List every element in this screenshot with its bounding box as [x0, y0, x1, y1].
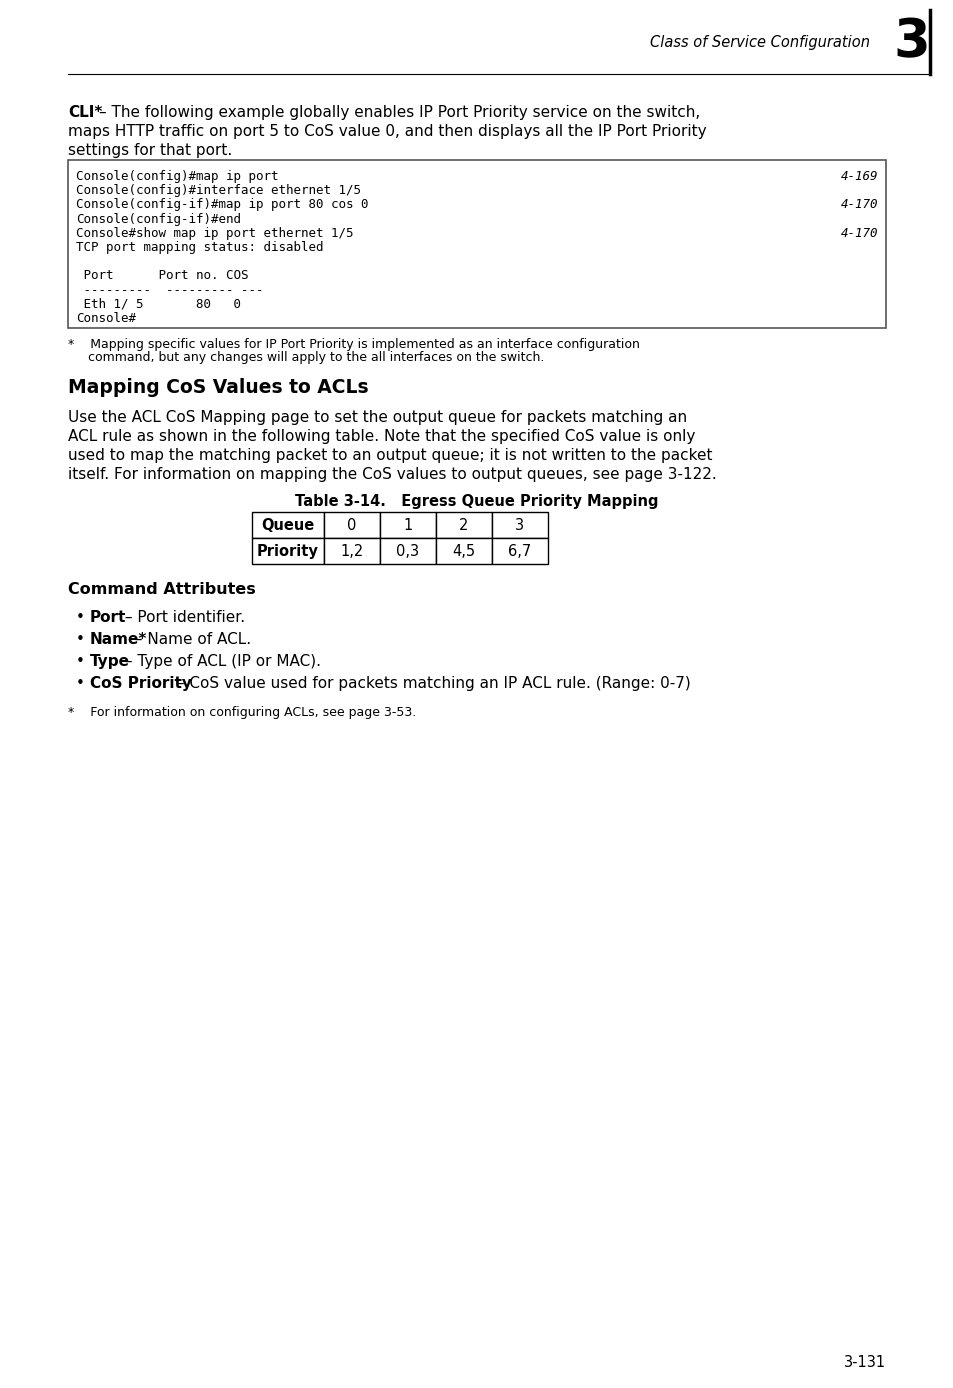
Text: 1,2: 1,2: [340, 544, 363, 558]
Bar: [324, 539, 379, 564]
Text: 2: 2: [458, 518, 468, 533]
Text: 0: 0: [347, 518, 356, 533]
Text: Type: Type: [90, 654, 130, 669]
Text: Port      Port no. COS: Port Port no. COS: [76, 269, 248, 282]
Bar: [379, 512, 436, 539]
Text: •: •: [76, 632, 85, 647]
Text: *    For information on configuring ACLs, see page 3-53.: * For information on configuring ACLs, s…: [68, 706, 416, 719]
Text: 4-170: 4-170: [840, 226, 877, 240]
Bar: [252, 512, 324, 539]
Bar: [379, 539, 436, 564]
Text: CoS Priority: CoS Priority: [90, 676, 192, 691]
Text: Console#: Console#: [76, 312, 136, 325]
Text: ACL rule as shown in the following table. Note that the specified CoS value is o: ACL rule as shown in the following table…: [68, 429, 695, 444]
Text: •: •: [76, 654, 85, 669]
Text: Queue: Queue: [261, 518, 314, 533]
Text: – CoS value used for packets matching an IP ACL rule. (Range: 0-7): – CoS value used for packets matching an…: [172, 676, 690, 691]
Text: – Port identifier.: – Port identifier.: [120, 609, 245, 625]
Text: 0,3: 0,3: [396, 544, 419, 558]
Text: Port: Port: [90, 609, 126, 625]
Text: *    Mapping specific values for IP Port Priority is implemented as an interface: * Mapping specific values for IP Port Pr…: [68, 339, 639, 351]
Text: 4-169: 4-169: [840, 169, 877, 183]
Text: 6,7: 6,7: [508, 544, 531, 558]
Text: 3: 3: [893, 17, 929, 68]
Bar: [492, 512, 547, 539]
Text: •: •: [76, 676, 85, 691]
Text: – Type of ACL (IP or MAC).: – Type of ACL (IP or MAC).: [120, 654, 320, 669]
Bar: [252, 539, 324, 564]
Text: 4,5: 4,5: [452, 544, 475, 558]
Bar: [436, 539, 492, 564]
Bar: [68, 160, 885, 328]
Text: Priority: Priority: [256, 544, 318, 558]
Text: command, but any changes will apply to the all interfaces on the switch.: command, but any changes will apply to t…: [68, 351, 544, 364]
Text: Mapping CoS Values to ACLs: Mapping CoS Values to ACLs: [68, 378, 368, 397]
Text: used to map the matching packet to an output queue; it is not written to the pac: used to map the matching packet to an ou…: [68, 448, 712, 464]
Text: 1: 1: [403, 518, 413, 533]
Text: CLI*: CLI*: [68, 105, 102, 119]
Bar: [436, 512, 492, 539]
Text: ---------  --------- ---: --------- --------- ---: [76, 283, 263, 297]
Text: – Name of ACL.: – Name of ACL.: [130, 632, 251, 647]
Text: itself. For information on mapping the CoS values to output queues, see page 3-1: itself. For information on mapping the C…: [68, 466, 716, 482]
Text: Console(config)#interface ethernet 1/5: Console(config)#interface ethernet 1/5: [76, 185, 360, 197]
Text: Eth 1/ 5       80   0: Eth 1/ 5 80 0: [76, 298, 241, 311]
Text: 4-170: 4-170: [840, 198, 877, 211]
Text: Console(config-if)#map ip port 80 cos 0: Console(config-if)#map ip port 80 cos 0: [76, 198, 368, 211]
Text: TCP port mapping status: disabled: TCP port mapping status: disabled: [76, 242, 323, 254]
Bar: [324, 512, 379, 539]
Text: Console(config-if)#end: Console(config-if)#end: [76, 212, 241, 226]
Text: •: •: [76, 609, 85, 625]
Text: – The following example globally enables IP Port Priority service on the switch,: – The following example globally enables…: [99, 105, 700, 119]
Text: Command Attributes: Command Attributes: [68, 582, 255, 597]
Text: maps HTTP traffic on port 5 to CoS value 0, and then displays all the IP Port Pr: maps HTTP traffic on port 5 to CoS value…: [68, 124, 706, 139]
Text: settings for that port.: settings for that port.: [68, 143, 232, 158]
Text: Console#show map ip port ethernet 1/5: Console#show map ip port ethernet 1/5: [76, 226, 354, 240]
Text: Console(config)#map ip port: Console(config)#map ip port: [76, 169, 278, 183]
Text: 3-131: 3-131: [843, 1355, 885, 1370]
Text: Table 3-14.   Egress Queue Priority Mapping: Table 3-14. Egress Queue Priority Mappin…: [294, 494, 659, 509]
Text: Name*: Name*: [90, 632, 147, 647]
Bar: [492, 539, 547, 564]
Text: Use the ACL CoS Mapping page to set the output queue for packets matching an: Use the ACL CoS Mapping page to set the …: [68, 409, 686, 425]
Text: 3: 3: [515, 518, 524, 533]
Text: Class of Service Configuration: Class of Service Configuration: [649, 35, 869, 50]
